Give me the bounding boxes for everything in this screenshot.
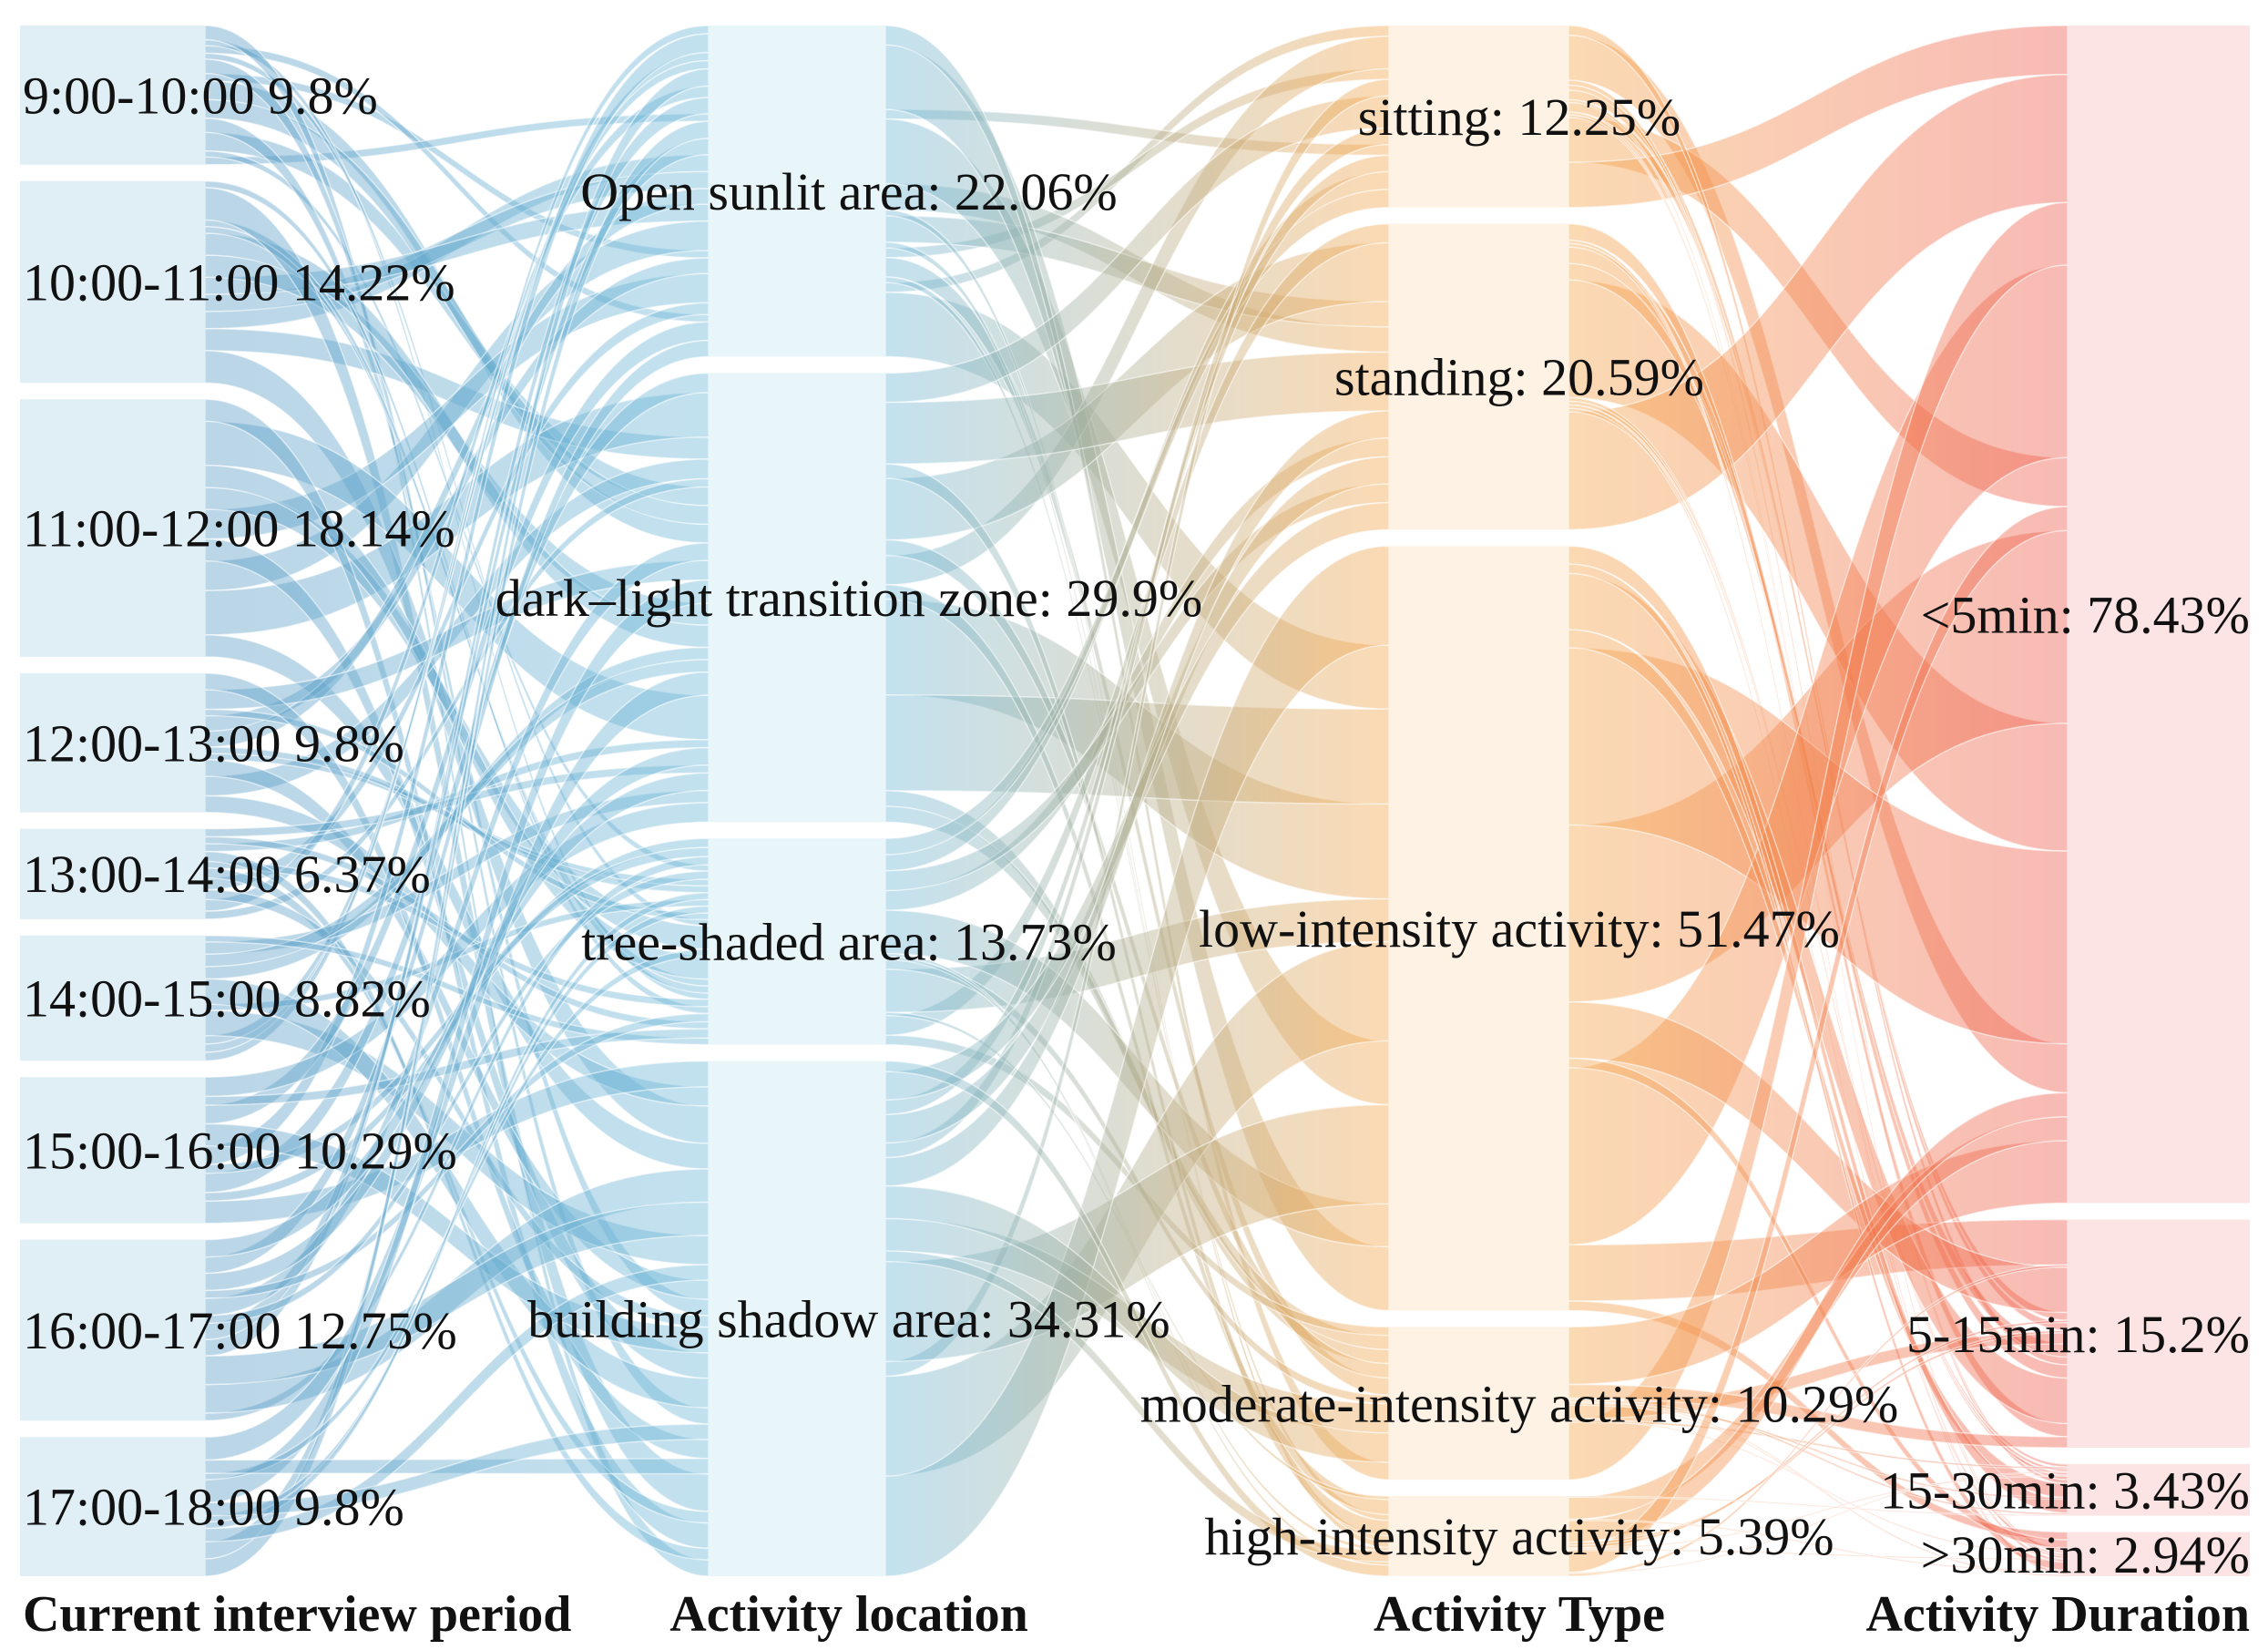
node-building-shadow-area-34-31 xyxy=(709,1061,885,1576)
flow-link xyxy=(204,802,710,1098)
node-label-10-00-11-00-14-22: 10:00-11:00 14.22% xyxy=(23,252,455,312)
node-label-dark-light-transition-zone-29-9: dark–light transition zone: 29.9% xyxy=(495,569,1202,628)
node-label-30min-2-94: >30min: 2.94% xyxy=(1921,1525,2250,1584)
node-label-open-sunlit-area-22-06: Open sunlit area: 22.06% xyxy=(580,162,1118,221)
node-sitting-12-25 xyxy=(1389,26,1568,208)
node-label-standing-20-59: standing: 20.59% xyxy=(1334,348,1704,407)
nodes-layer xyxy=(20,26,2250,1576)
links-1-2 xyxy=(884,25,1390,1577)
node-9-00-10-00-9-8 xyxy=(20,26,205,165)
links-2-3 xyxy=(1568,25,2069,1577)
node-open-sunlit-area-22-06 xyxy=(709,26,885,357)
node-16-00-17-00-12-75 xyxy=(20,1239,205,1421)
axis-label-activity-type: Activity Type xyxy=(1374,1586,1665,1643)
node-30min-2-94 xyxy=(2068,1532,2250,1576)
node-label-5-15min-15-2: 5-15min: 15.2% xyxy=(1906,1305,2250,1364)
node-label-low-intensity-activity-51-47: low-intensity activity: 51.47% xyxy=(1199,899,1840,958)
axis-label-interview-period: Current interview period xyxy=(23,1586,571,1643)
node-tree-shaded-area-13-73 xyxy=(709,838,885,1045)
node-11-00-12-00-18-14 xyxy=(20,399,205,657)
axis-label-activity-location: Activity location xyxy=(669,1586,1027,1643)
node-label-9-00-10-00-9-8: 9:00-10:00 9.8% xyxy=(23,66,378,125)
node-label-17-00-18-00-9-8: 17:00-18:00 9.8% xyxy=(23,1478,404,1537)
node-label-high-intensity-activity-5-39: high-intensity activity: 5.39% xyxy=(1204,1507,1834,1566)
node-dark-light-transition-zone-29-9 xyxy=(709,373,885,823)
node-label-tree-shaded-area-13-73: tree-shaded area: 13.73% xyxy=(581,912,1117,971)
flow-link xyxy=(1568,1495,2069,1517)
node-standing-20-59 xyxy=(1389,223,1568,530)
node-13-00-14-00-6-37 xyxy=(20,828,205,919)
flow-link xyxy=(884,189,1390,856)
axis-labels: Current interview period Activity locati… xyxy=(23,1586,2250,1643)
node-label-15-30min-3-43: 15-30min: 3.43% xyxy=(1880,1460,2250,1520)
node-5-15min-15-2 xyxy=(2068,1219,2250,1449)
node-label-14-00-15-00-8-82: 14:00-15:00 8.82% xyxy=(23,969,431,1029)
axis-label-activity-duration: Activity Duration xyxy=(1865,1586,2250,1643)
node-label-12-00-13-00-9-8: 12:00-13:00 9.8% xyxy=(23,713,404,773)
node-15-30min-3-43 xyxy=(2068,1464,2250,1516)
node-label-15-00-16-00-10-29: 15:00-16:00 10.29% xyxy=(23,1121,457,1180)
node-label-11-00-12-00-18-14: 11:00-12:00 18.14% xyxy=(23,499,455,559)
node-high-intensity-activity-5-39 xyxy=(1389,1496,1568,1576)
node-label-5min-78-43: <5min: 78.43% xyxy=(1921,585,2250,644)
node-14-00-15-00-8-82 xyxy=(20,935,205,1061)
node-label-16-00-17-00-12-75: 16:00-17:00 12.75% xyxy=(23,1301,457,1360)
links-layer xyxy=(204,25,2069,1577)
node-label-moderate-intensity-activity-10-29: moderate-intensity activity: 10.29% xyxy=(1140,1374,1899,1433)
node-12-00-13-00-9-8 xyxy=(20,672,205,813)
labels-layer: 9:00-10:00 9.8% 10:00-11:00 14.22% 11:00-1… xyxy=(23,66,2250,1583)
node-5min-78-43 xyxy=(2068,26,2250,1204)
node-label-13-00-14-00-6-37: 13:00-14:00 6.37% xyxy=(23,845,431,904)
node-low-intensity-activity-51-47 xyxy=(1389,546,1568,1311)
node-17-00-18-00-9-8 xyxy=(20,1437,205,1576)
node-10-00-11-00-14-22 xyxy=(20,180,205,384)
node-moderate-intensity-activity-10-29 xyxy=(1389,1327,1568,1481)
node-label-building-shadow-area-34-31: building shadow area: 34.31% xyxy=(527,1289,1170,1348)
links-0-1 xyxy=(204,25,710,1577)
node-15-00-16-00-10-29 xyxy=(20,1077,205,1224)
node-label-sitting-12-25: sitting: 12.25% xyxy=(1358,87,1681,147)
